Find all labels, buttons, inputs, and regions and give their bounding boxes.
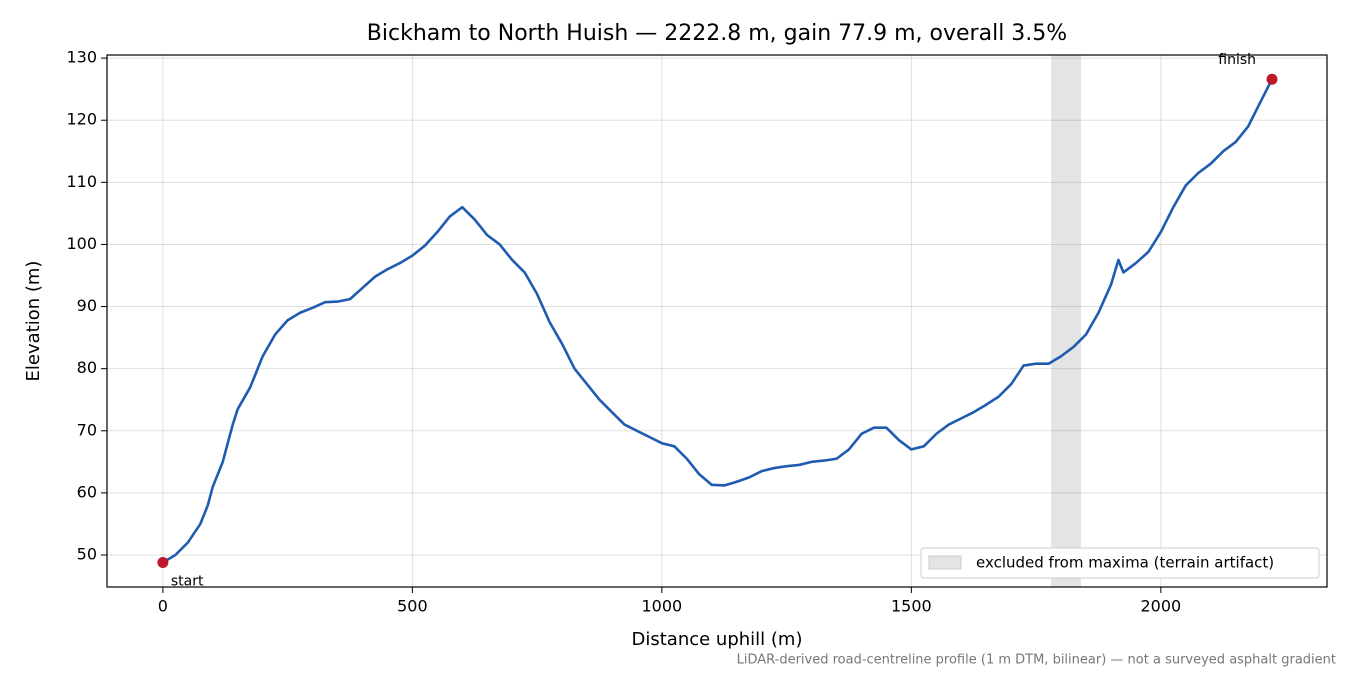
shaded-span [1051, 55, 1082, 587]
y-tick-label: 130 [66, 48, 97, 67]
y-tick-label: 110 [66, 172, 97, 191]
x-axis-label: Distance uphill (m) [632, 629, 803, 650]
x-tick-label: 2000 [1140, 597, 1181, 616]
y-tick-label: 100 [66, 234, 97, 253]
legend-label: excluded from maxima (terrain artifact) [976, 554, 1274, 572]
x-tick-label: 1000 [642, 597, 683, 616]
chart-title: Bickham to North Huish — 2222.8 m, gain … [367, 21, 1067, 46]
legend-swatch [928, 555, 962, 570]
point-annotation: finish [1218, 52, 1256, 68]
plot-frame [106, 54, 1328, 588]
endpoint-marker [1266, 73, 1278, 85]
y-tick-label: 90 [77, 296, 97, 315]
y-tick-label: 50 [77, 545, 97, 564]
y-axis-label: Elevation (m) [23, 261, 44, 382]
elevation-line [162, 78, 1274, 564]
y-tick-label: 70 [77, 420, 97, 439]
y-tick-label: 120 [66, 110, 97, 129]
footnote: LiDAR-derived road-centreline profile (1… [737, 653, 1336, 668]
point-annotation: start [171, 573, 204, 589]
x-tick-label: 500 [397, 597, 428, 616]
legend-box [920, 547, 1320, 579]
y-tick-label: 80 [77, 358, 97, 377]
endpoint-marker [157, 556, 169, 568]
x-tick-label: 1500 [891, 597, 932, 616]
y-tick-label: 60 [77, 482, 97, 501]
x-tick-label: 0 [158, 597, 168, 616]
